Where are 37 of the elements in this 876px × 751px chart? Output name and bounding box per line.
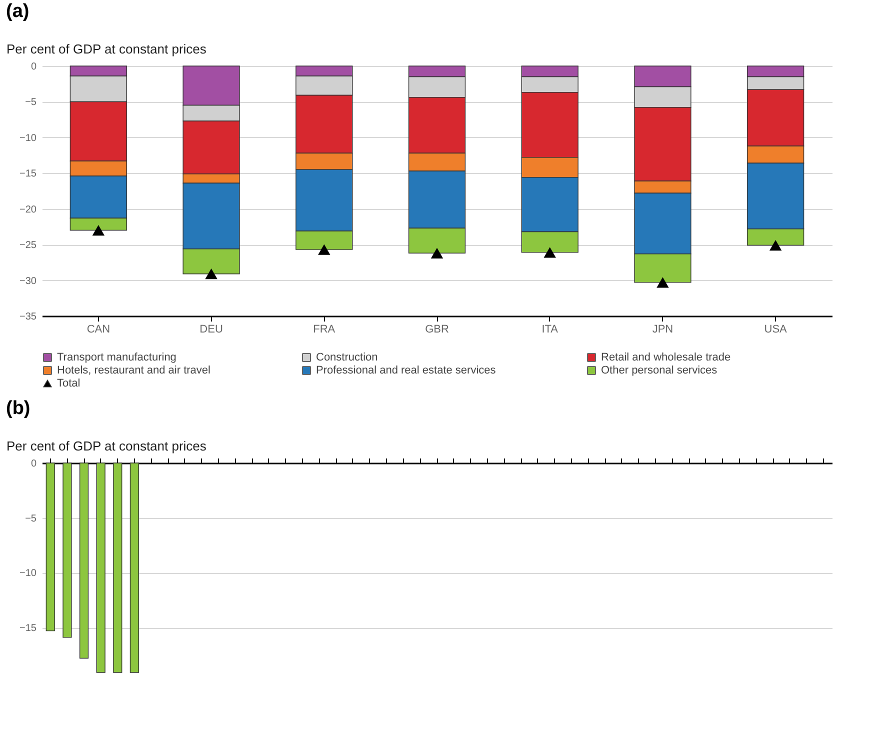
point <box>656 277 669 288</box>
chart-title: (a) <box>6 1 30 22</box>
y-axis-title: Per cent of GDP at constant prices <box>6 42 207 56</box>
legend-label: Other personal services <box>601 364 718 376</box>
point <box>430 248 444 258</box>
y-tick-label: −35 <box>20 312 37 322</box>
y-tick-label: −30 <box>20 276 37 287</box>
legend-label: Retail and wholesale trade <box>601 352 731 364</box>
legend-label: Total <box>57 378 80 390</box>
y-tick-label: −15 <box>20 168 37 180</box>
point <box>92 224 105 236</box>
y-tick-label: 0 <box>30 62 37 72</box>
x-tick-label: CAN <box>86 324 110 336</box>
y-tick-label: −20 <box>20 204 37 216</box>
point <box>769 240 782 251</box>
legend-label: Transport manufacturing <box>57 352 176 364</box>
legend-label: Professional and real estate services <box>316 364 496 376</box>
legend-label: Construction <box>316 352 378 364</box>
y-tick-label: −5 <box>25 97 37 108</box>
x-tick-label: DEU <box>200 324 223 336</box>
x-tick-label: FRA <box>313 324 336 336</box>
x-tick-label: JPN <box>652 324 674 336</box>
point <box>544 247 556 258</box>
x-tick-label: ITA <box>542 324 559 336</box>
y-tick-label: −10 <box>20 568 37 580</box>
y-tick-label: −25 <box>20 240 37 252</box>
legend-label: Hotels, restaurant and air travel <box>57 364 210 376</box>
point <box>205 268 218 280</box>
x-tick-label: GBR <box>425 324 449 336</box>
x-tick-label: USA <box>764 324 788 336</box>
y-axis-title: Per cent of GDP at constant prices <box>6 438 207 454</box>
y-tick-label: −15 <box>20 623 37 634</box>
y-tick-label: 0 <box>30 458 37 470</box>
chart-title: (b) <box>6 398 30 419</box>
point <box>318 244 330 255</box>
y-tick-label: −5 <box>25 513 37 524</box>
y-tick-label: −10 <box>20 132 37 144</box>
